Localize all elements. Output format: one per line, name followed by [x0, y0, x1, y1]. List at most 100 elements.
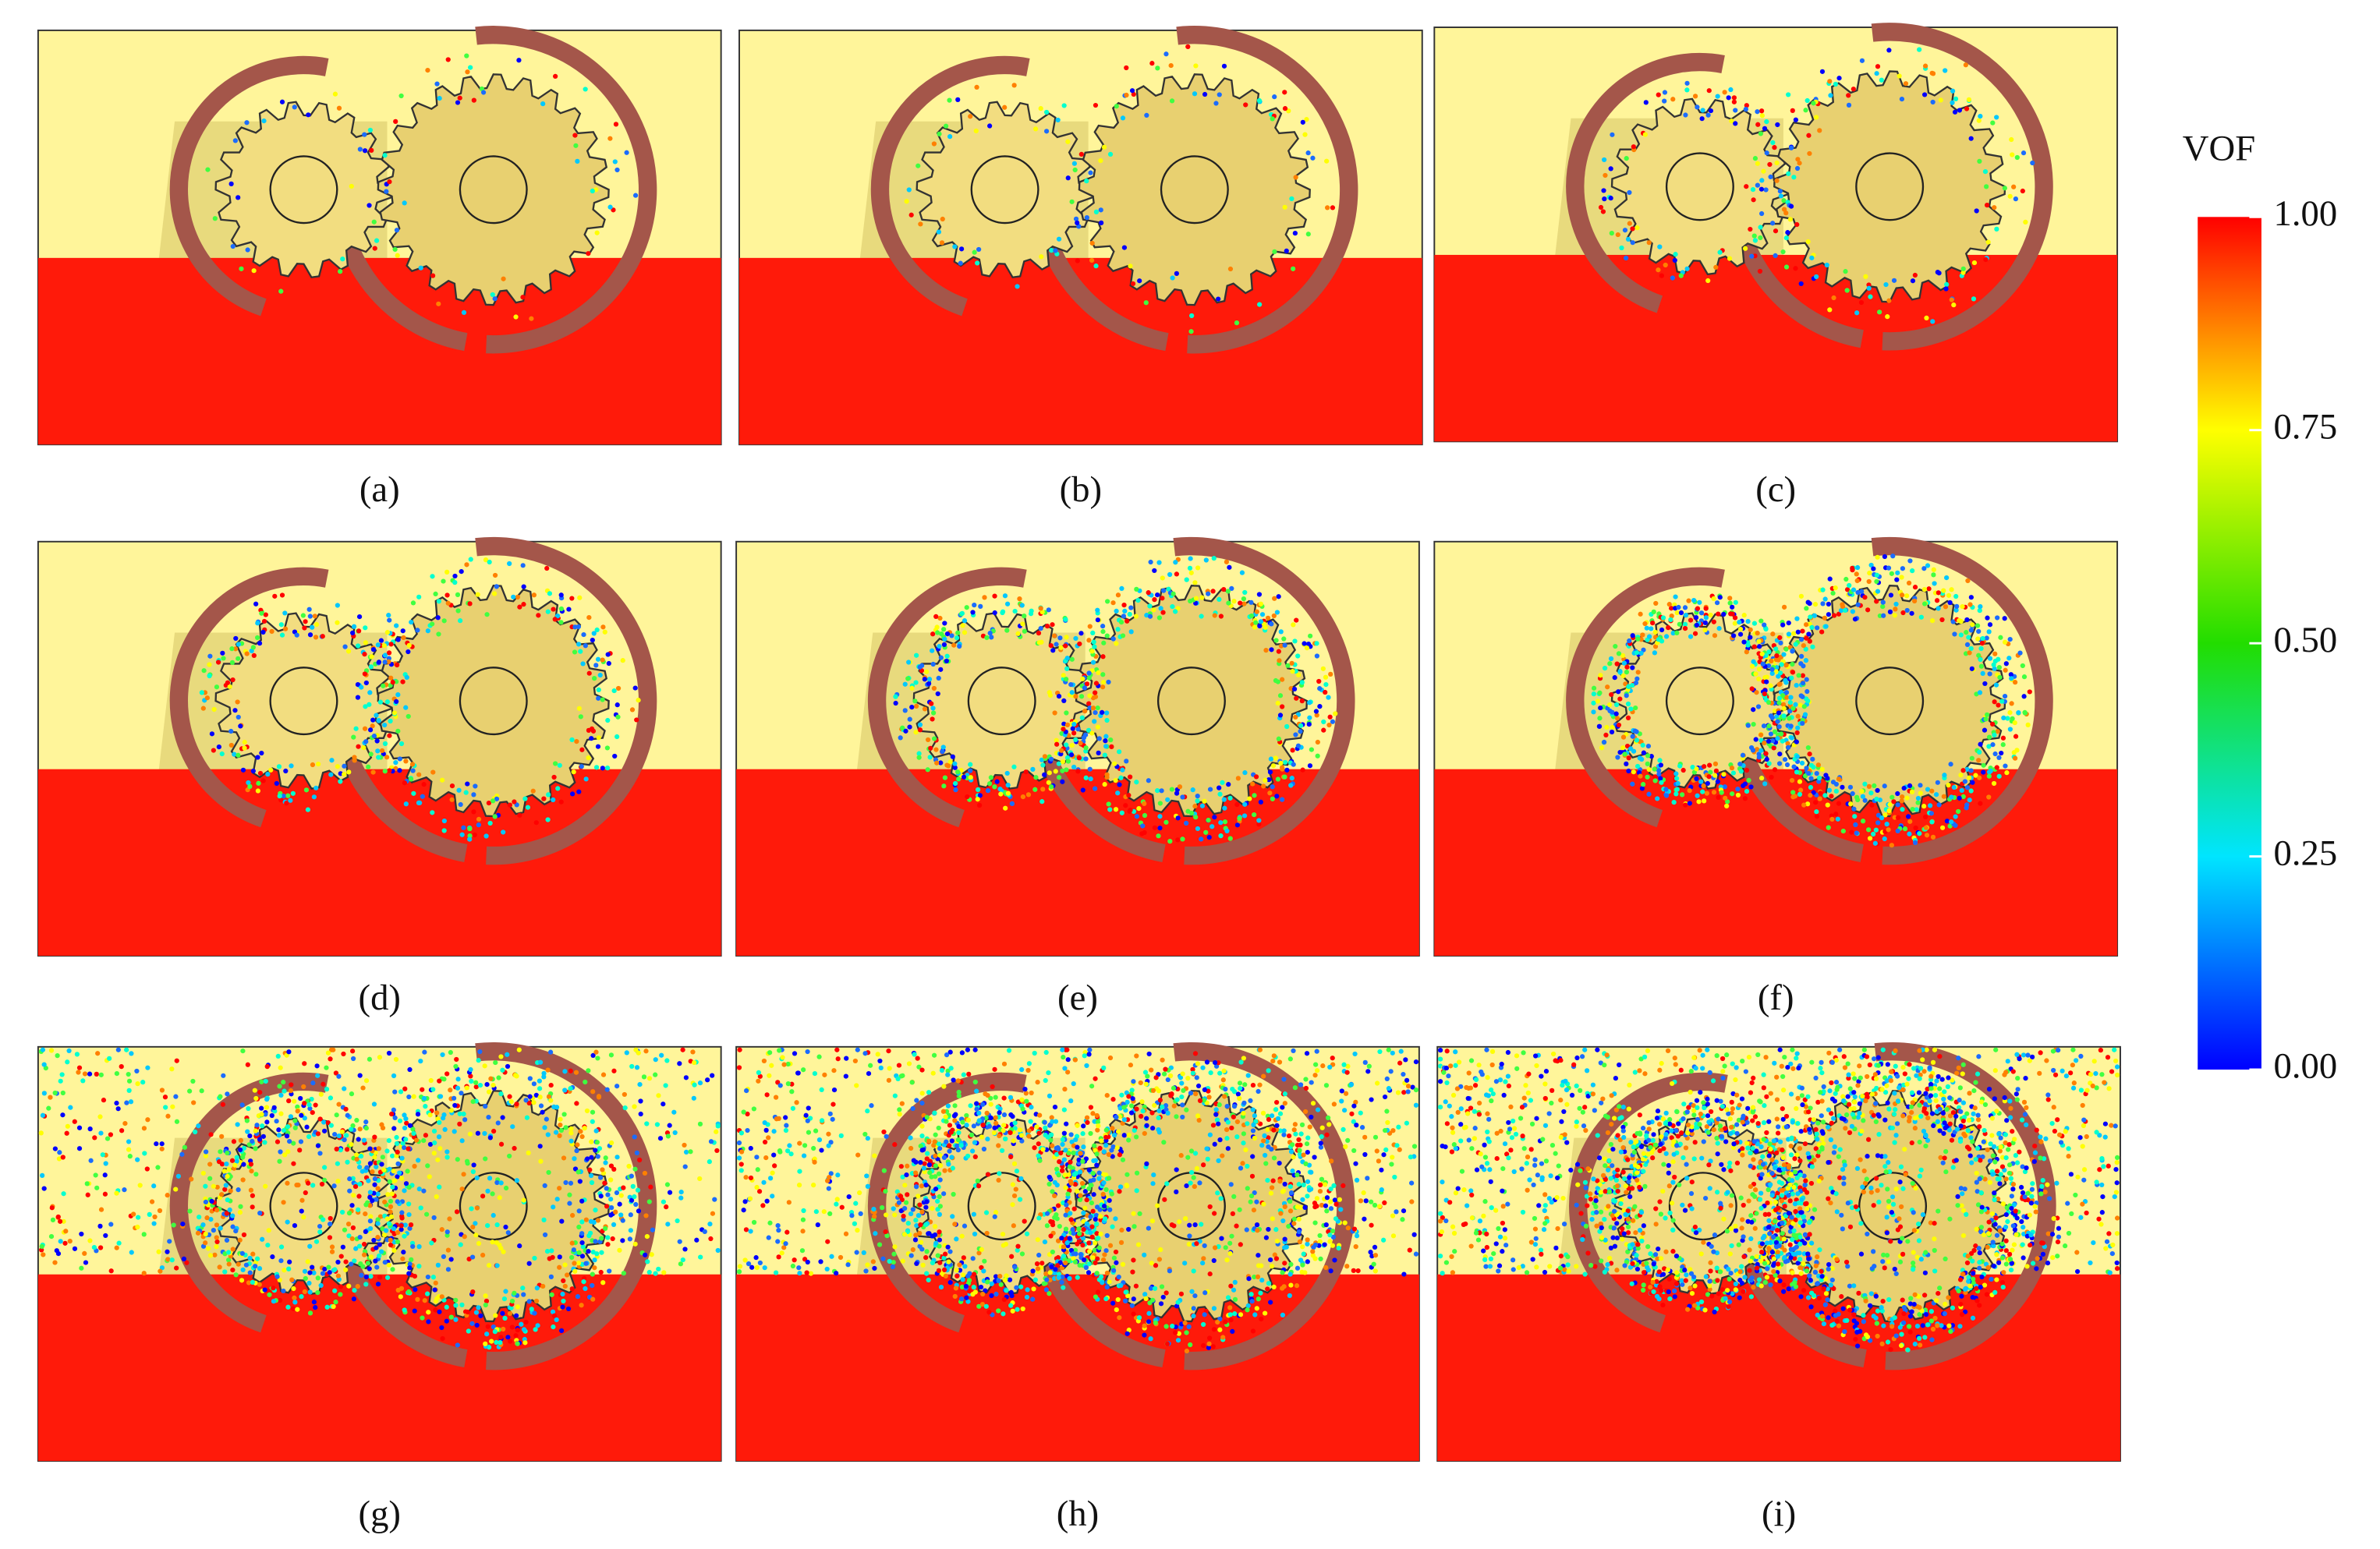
- droplet: [336, 105, 342, 111]
- droplet: [60, 1155, 66, 1160]
- droplet: [1886, 565, 1892, 571]
- droplet: [576, 1261, 582, 1266]
- droplet: [844, 1056, 849, 1061]
- droplet: [195, 1230, 201, 1236]
- droplet: [326, 1264, 331, 1270]
- droplet: [1900, 807, 1905, 812]
- droplet: [1039, 799, 1045, 805]
- droplet: [2002, 693, 2008, 699]
- droplet: [1064, 1121, 1069, 1126]
- droplet: [594, 1140, 600, 1145]
- droplet: [336, 1277, 342, 1282]
- droplet: [965, 1273, 971, 1279]
- droplet: [1039, 639, 1044, 645]
- droplet: [1895, 802, 1900, 808]
- droplet: [395, 637, 401, 642]
- droplet: [941, 1191, 947, 1197]
- droplet: [972, 1231, 978, 1237]
- droplet: [629, 707, 636, 713]
- droplet: [306, 607, 312, 612]
- droplet: [339, 1129, 345, 1134]
- droplet: [947, 97, 952, 103]
- droplet: [1895, 790, 1900, 797]
- droplet: [600, 624, 606, 630]
- droplet: [1684, 87, 1690, 93]
- droplet: [344, 1133, 349, 1138]
- droplet: [346, 769, 352, 775]
- droplet: [278, 288, 284, 294]
- droplet: [1095, 617, 1100, 623]
- droplet: [1776, 724, 1782, 730]
- droplet: [1722, 90, 1727, 95]
- droplet: [224, 1161, 229, 1167]
- droplet: [1109, 744, 1114, 749]
- droplet: [917, 722, 923, 727]
- droplet: [124, 1047, 129, 1052]
- droplet: [350, 630, 356, 636]
- droplet: [1992, 699, 1997, 705]
- droplet: [1964, 766, 1970, 772]
- droplet: [1721, 772, 1727, 777]
- droplet: [1675, 780, 1681, 787]
- droplet: [418, 1059, 423, 1064]
- droplet: [279, 632, 285, 638]
- droplet: [1809, 624, 1815, 631]
- droplet: [1137, 278, 1142, 284]
- droplet: [1912, 272, 1918, 278]
- droplet: [1964, 617, 1970, 623]
- droplet: [218, 1225, 223, 1231]
- droplet: [557, 1254, 562, 1260]
- droplet: [129, 1051, 134, 1056]
- droplet: [1795, 713, 1801, 719]
- droplet: [2023, 219, 2028, 225]
- droplet: [1280, 797, 1285, 802]
- droplet: [1981, 762, 1986, 768]
- droplet: [762, 1139, 768, 1145]
- droplet: [1117, 749, 1122, 755]
- droplet: [169, 1257, 175, 1263]
- droplet: [599, 1250, 604, 1255]
- droplet: [1188, 556, 1193, 561]
- droplet: [1285, 663, 1291, 668]
- droplet: [1411, 1232, 1417, 1237]
- droplet: [521, 1197, 526, 1203]
- droplet: [1017, 1197, 1023, 1202]
- droplet: [936, 229, 942, 235]
- droplet: [491, 1212, 496, 1218]
- droplet: [1342, 1220, 1348, 1225]
- droplet: [395, 692, 401, 698]
- droplet: [521, 1327, 527, 1332]
- droplet: [1881, 613, 1886, 618]
- droplet: [1117, 1189, 1122, 1194]
- droplet: [203, 1240, 208, 1246]
- droplet: [230, 677, 236, 683]
- droplet: [1275, 1116, 1281, 1121]
- droplet: [1811, 101, 1816, 106]
- droplet: [250, 1204, 255, 1210]
- droplet: [1773, 657, 1780, 663]
- droplet: [710, 1211, 716, 1216]
- droplet: [1669, 614, 1674, 619]
- droplet: [136, 1215, 141, 1220]
- droplet: [1635, 670, 1641, 675]
- droplet: [1017, 596, 1022, 602]
- droplet: [332, 91, 338, 97]
- droplet: [439, 1324, 444, 1331]
- droplet: [1218, 614, 1224, 619]
- droplet: [1929, 788, 1935, 794]
- droplet: [1304, 117, 1309, 122]
- droplet: [513, 314, 519, 320]
- droplet: [1731, 95, 1737, 101]
- droplet: [199, 1088, 204, 1094]
- droplet: [1806, 771, 1812, 776]
- droplet: [1746, 777, 1751, 783]
- droplet: [374, 1164, 379, 1169]
- droplet: [317, 1116, 323, 1122]
- droplet: [596, 687, 601, 693]
- droplet: [1192, 1151, 1199, 1156]
- droplet: [240, 1048, 246, 1054]
- droplet: [1687, 801, 1692, 806]
- droplet: [1701, 783, 1706, 789]
- droplet: [546, 1169, 551, 1176]
- droplet: [1613, 643, 1618, 649]
